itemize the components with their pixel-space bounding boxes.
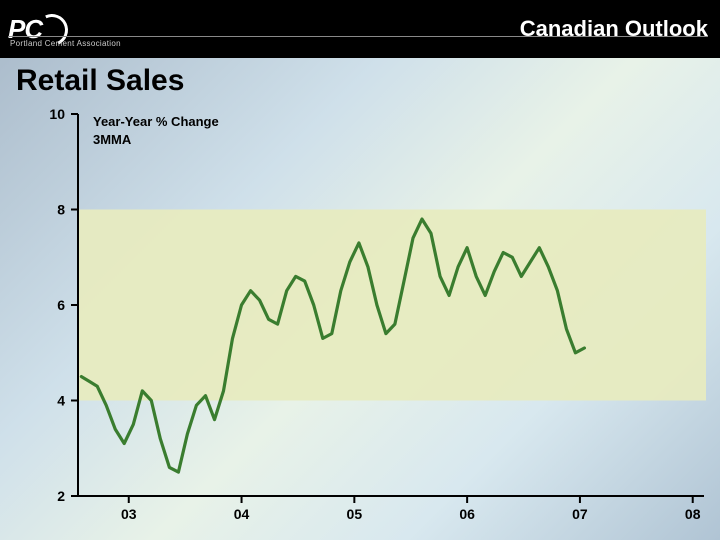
x-tick-label: 06 (459, 506, 475, 522)
x-tick-label: 07 (572, 506, 588, 522)
x-tick-label: 04 (234, 506, 250, 522)
logo-subtext: Portland Cement Association (10, 40, 121, 48)
x-tick-label: 08 (685, 506, 701, 522)
y-tick-label: 6 (57, 297, 65, 313)
retail-sales-chart: 2 4 6 8 10 03 04 05 06 07 08 Year-Year % Change 3MM… (28, 108, 708, 528)
y-tick-label: 2 (57, 488, 65, 504)
chart-svg: 2 4 6 8 10 03 04 05 06 07 08 Year-Year % Change 3MM… (28, 108, 708, 528)
chart-legend-line: Year-Year % Change (93, 114, 219, 129)
x-tick-label: 03 (121, 506, 137, 522)
y-tick-label: 4 (57, 393, 65, 409)
y-tick-label: 8 (57, 202, 65, 218)
chart-title: Retail Sales (16, 66, 184, 96)
chart-legend-line: 3MMA (93, 132, 132, 147)
x-tick-label: 05 (347, 506, 363, 522)
shaded-band (78, 210, 706, 401)
y-tick-label: 10 (49, 108, 65, 122)
header-rule (8, 36, 708, 37)
